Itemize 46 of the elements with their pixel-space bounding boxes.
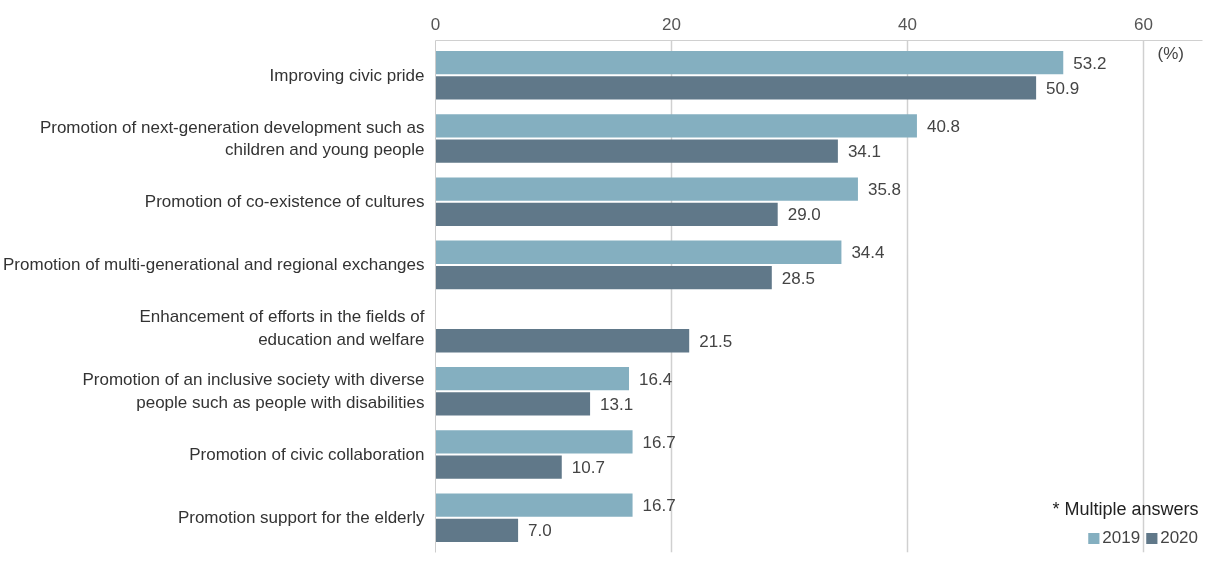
bar	[435, 430, 633, 454]
bar	[435, 240, 842, 264]
bar	[435, 367, 630, 391]
bar	[435, 139, 838, 163]
y-tick-label: Promotion of co-existence of cultures	[144, 192, 425, 212]
bar	[435, 392, 591, 416]
x-tick-label: 60	[1134, 14, 1153, 34]
bar	[435, 493, 633, 517]
text: 50.9	[1046, 78, 1080, 98]
bar	[435, 455, 562, 479]
text: 40.8	[926, 116, 961, 136]
legend-label: 2019	[1102, 528, 1141, 548]
text: 13.1	[600, 394, 634, 414]
annotation: * Multiple answers	[1052, 498, 1199, 519]
bar	[435, 177, 858, 201]
y-tick-label: Enhancement of efforts in the fields of education and welfare	[139, 307, 425, 349]
y-tick-label: Promotion support for the elderly	[177, 508, 425, 528]
text: 29.0	[787, 205, 821, 225]
legend-label: 2020	[1160, 528, 1198, 548]
text: 21.5	[699, 331, 733, 351]
x-tick-label: 20	[662, 14, 681, 34]
y-tick-label: Improving civic pride	[269, 65, 425, 85]
x-tick-label: 40	[898, 14, 917, 34]
text: 34.1	[847, 142, 881, 162]
text: 16.7	[642, 496, 676, 516]
x-tick-label: 0	[430, 14, 441, 34]
text: 34.4	[851, 243, 885, 263]
text: 53.2	[1073, 53, 1107, 73]
bar	[435, 265, 772, 290]
text: 16.4	[639, 369, 673, 389]
text: 28.5	[781, 268, 815, 288]
bar	[435, 76, 1037, 100]
y-tick-label: Promotion of civic collaboration	[189, 445, 425, 465]
text: 35.8	[867, 180, 902, 200]
bar	[435, 329, 690, 353]
text: 7.0	[528, 521, 552, 541]
y-tick-label: Promotion of next-generation development such as children and young people	[39, 117, 425, 160]
text: 10.7	[571, 458, 605, 478]
bar	[435, 114, 917, 138]
bar	[435, 518, 519, 543]
y-tick-label: Promotion of multi-generational and regional exchanges	[3, 255, 425, 275]
bar	[435, 202, 778, 226]
bar	[435, 50, 1064, 75]
y-tick-label: Promotion of an inclusive society with diverse people such as people with disabilities	[82, 370, 425, 413]
text: 16.7	[642, 432, 676, 452]
x-axis-title: (%)	[1157, 43, 1184, 63]
